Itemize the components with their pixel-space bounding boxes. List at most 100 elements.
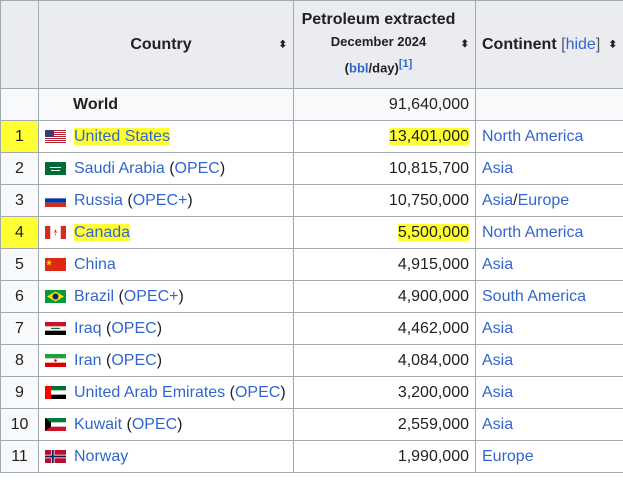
org-link[interactable]: OPEC: [131, 415, 178, 433]
russia-flag-icon: [45, 193, 68, 209]
table-row: 8 Iran (OPEC) 4,084,000 Asia: [0, 344, 623, 377]
org-paren-close: ): [280, 383, 286, 401]
hide-link[interactable]: hide: [565, 35, 596, 53]
table-row: 11 Norway 1,990,000 Europe: [0, 440, 623, 473]
country-cell: Canada: [38, 216, 294, 249]
continent-cell: Asia: [475, 248, 623, 281]
petroleum-column-header[interactable]: Petroleum extracted December 2024 (bbl/d…: [293, 0, 476, 89]
sort-icon[interactable]: ⬍: [608, 39, 617, 50]
continent-link[interactable]: Asia: [482, 383, 514, 401]
value-cell: 3,200,000: [293, 376, 476, 409]
country-link[interactable]: Iran: [74, 351, 102, 369]
value-cell: 4,915,000: [293, 248, 476, 281]
table-row: 10 Kuwait (OPEC) 2,559,000 Asia: [0, 408, 623, 441]
country-link[interactable]: Norway: [74, 447, 129, 465]
china-flag-icon: [45, 257, 68, 273]
org-paren-close: ): [178, 287, 184, 305]
sort-icon[interactable]: ⬍: [460, 38, 469, 50]
country-cell: Saudi Arabia (OPEC): [38, 152, 294, 185]
continent-link[interactable]: South America: [482, 287, 587, 305]
hide-close: ]: [595, 35, 601, 53]
petroleum-header-title: Petroleum extracted: [301, 11, 456, 29]
value-cell: 4,084,000: [293, 344, 476, 377]
bbl-link[interactable]: bbl: [349, 60, 369, 76]
country-link[interactable]: Russia: [74, 191, 123, 209]
rank-cell: 11: [0, 440, 39, 473]
continent-cell: Asia: [475, 312, 623, 345]
country-link[interactable]: Saudi Arabia: [74, 159, 165, 177]
continent-link[interactable]: Asia: [482, 351, 514, 369]
table-row: 6 Brazil (OPEC+) 4,900,000 South America: [0, 280, 623, 313]
table-row: 1 United States 13,401,000 North America: [0, 120, 623, 153]
continent-link[interactable]: Asia: [482, 319, 514, 337]
continent-link[interactable]: Europe: [482, 447, 534, 465]
continent-link[interactable]: Asia: [482, 415, 514, 433]
country-link[interactable]: United Arab Emirates: [74, 383, 226, 401]
reference-link[interactable]: [1]: [398, 58, 413, 71]
country-link[interactable]: China: [74, 255, 116, 273]
table-row: 4 Canada 5,500,000 North America: [0, 216, 623, 249]
rank-header: [0, 0, 39, 89]
country-link[interactable]: Canada: [74, 223, 131, 241]
country-cell: Iran (OPEC): [38, 344, 294, 377]
country-cell: United Arab Emirates (OPEC): [38, 376, 294, 409]
org-paren-open: (: [106, 351, 112, 369]
continent-cell: Europe: [475, 440, 623, 473]
continent-link[interactable]: Asia: [482, 159, 514, 177]
rank-cell: 1: [0, 120, 39, 153]
world-rank-cell: [0, 88, 39, 121]
brazil-flag-icon: [45, 289, 68, 305]
rank-cell: 7: [0, 312, 39, 345]
org-paren-open: (: [106, 319, 112, 337]
continent-cell: Asia: [475, 408, 623, 441]
continent-cell: Asia: [475, 152, 623, 185]
org-link[interactable]: OPEC: [111, 351, 157, 369]
sort-icon[interactable]: ⬍: [278, 39, 287, 50]
value-text: 10,815,700: [388, 159, 469, 177]
value-text: 2,559,000: [397, 415, 469, 433]
org-paren-open: (: [127, 191, 133, 209]
org-link[interactable]: OPEC: [234, 383, 281, 401]
country-link[interactable]: Iraq: [74, 319, 102, 337]
org-link[interactable]: OPEC+: [123, 287, 179, 305]
rank-cell: 6: [0, 280, 39, 313]
world-label: World: [38, 88, 294, 121]
country-column-header[interactable]: Country ⬍: [38, 0, 294, 89]
country-cell: Brazil (OPEC+): [38, 280, 294, 313]
value-text: 10,750,000: [388, 191, 469, 209]
value-text: 13,401,000: [388, 127, 469, 145]
table-row: 9 United Arab Emirates (OPEC) 3,200,000 Asi…: [0, 376, 623, 409]
world-continent-cell: [475, 88, 623, 121]
continent-link[interactable]: Asia: [482, 191, 514, 209]
value-cell: 1,990,000: [293, 440, 476, 473]
org-link[interactable]: OPEC+: [132, 191, 188, 209]
rank-cell: 8: [0, 344, 39, 377]
continent-column-header[interactable]: Continent [hide] ⬍: [475, 0, 623, 89]
hide-open: [: [561, 35, 566, 53]
rank-cell: 10: [0, 408, 39, 441]
country-link[interactable]: Kuwait: [74, 415, 123, 433]
table-header-row: Country ⬍ Petroleum extracted December 2…: [0, 0, 623, 89]
continent-link[interactable]: Europe: [517, 191, 570, 209]
continent-cell: Asia/Europe: [475, 184, 623, 217]
country-link[interactable]: United States: [74, 127, 171, 145]
org-link[interactable]: OPEC: [174, 159, 220, 177]
rank-cell: 3: [0, 184, 39, 217]
country-link[interactable]: Brazil: [74, 287, 115, 305]
country-cell: China: [38, 248, 294, 281]
org-link[interactable]: OPEC: [111, 319, 157, 337]
table-row: 3 Russia (OPEC+) 10,750,000 Asia/Europe: [0, 184, 623, 217]
value-cell: 10,750,000: [293, 184, 476, 217]
continent-header-label: Continent: [482, 35, 557, 53]
value-cell: 5,500,000: [293, 216, 476, 249]
org-paren-close: ): [156, 319, 163, 337]
continent-cell: North America: [475, 120, 623, 153]
petroleum-header-unit: (bbl/day)[1]: [298, 53, 459, 79]
continent-cell: South America: [475, 280, 623, 313]
continent-link[interactable]: North America: [482, 223, 584, 241]
continent-link[interactable]: North America: [482, 127, 584, 145]
continent-link[interactable]: Asia: [482, 255, 514, 273]
country-cell: Russia (OPEC+): [38, 184, 294, 217]
value-text: 4,084,000: [397, 351, 469, 369]
value-text: 5,500,000: [397, 223, 469, 241]
